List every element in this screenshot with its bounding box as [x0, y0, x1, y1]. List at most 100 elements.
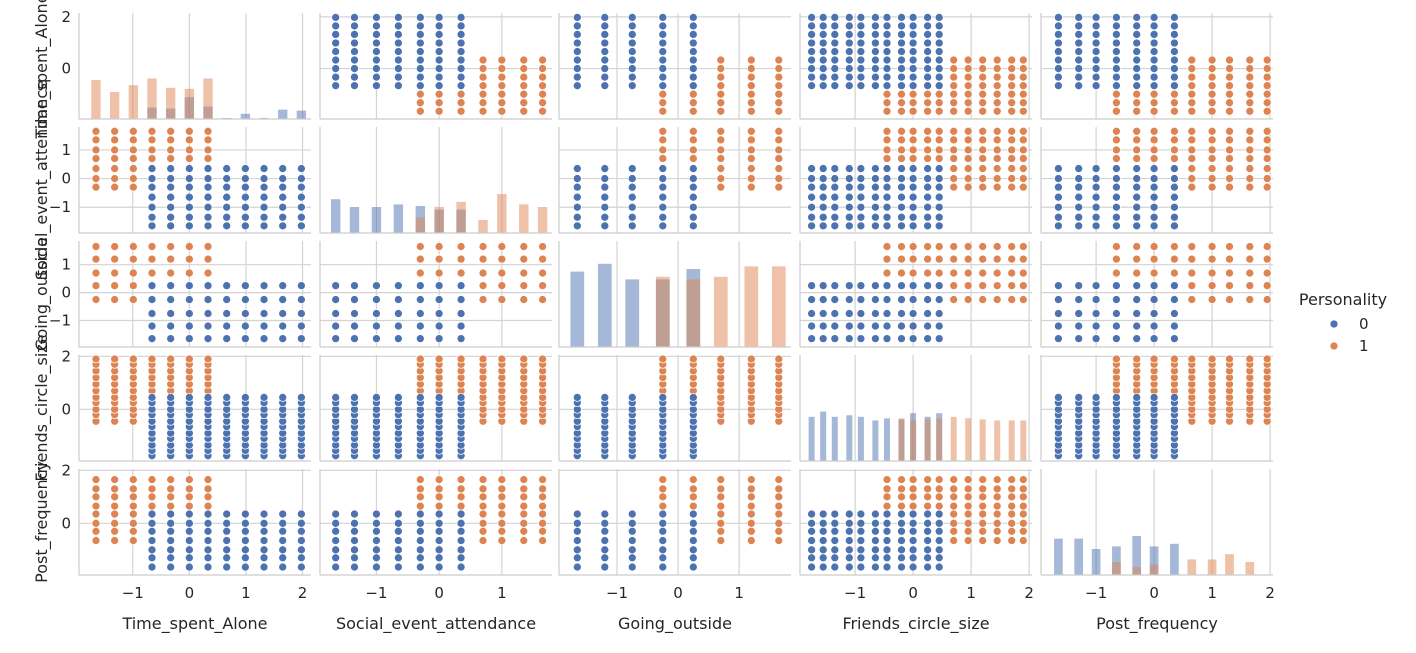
point-class-0	[923, 174, 932, 183]
point-class-1	[538, 64, 547, 73]
point-class-0	[1091, 182, 1101, 192]
y-axis-label: Social_event_attendance	[32, 80, 52, 280]
point-class-0	[1074, 321, 1084, 331]
point-class-1	[746, 164, 756, 173]
point-class-0	[688, 518, 698, 528]
point-class-0	[415, 281, 425, 290]
point-class-1	[1170, 354, 1179, 364]
point-class-0	[627, 164, 637, 173]
point-class-1	[978, 55, 988, 65]
point-class-0	[572, 164, 582, 173]
point-class-0	[908, 192, 918, 202]
point-class-0	[871, 309, 880, 318]
point-class-0	[1112, 47, 1121, 56]
point-class-1	[1245, 354, 1255, 364]
point-class-1	[1225, 254, 1234, 264]
point-class-0	[331, 281, 341, 290]
point-class-0	[830, 202, 840, 212]
point-class-1	[963, 526, 973, 536]
point-class-0	[394, 281, 403, 290]
point-class-0	[897, 38, 906, 48]
point-class-1	[1225, 126, 1234, 136]
y-tick-label: 2	[61, 8, 71, 26]
y-tick-label: 1	[61, 256, 71, 274]
point-class-1	[1207, 55, 1217, 65]
point-class-1	[1018, 81, 1028, 90]
point-class-1	[963, 81, 973, 90]
hist-bar-class-0	[625, 279, 640, 347]
point-class-0	[923, 47, 932, 56]
point-class-0	[1091, 64, 1101, 73]
point-class-0	[1054, 334, 1063, 343]
point-class-1	[147, 268, 157, 278]
point-class-0	[1112, 281, 1121, 290]
point-class-0	[394, 38, 403, 48]
point-class-0	[897, 192, 906, 202]
point-class-0	[658, 509, 668, 519]
point-class-0	[456, 38, 466, 48]
point-class-1	[1245, 164, 1255, 173]
x-tick-label: −1	[606, 584, 628, 602]
point-class-1	[882, 98, 892, 108]
point-class-1	[908, 254, 918, 264]
point-class-1	[949, 518, 959, 528]
point-class-0	[147, 518, 157, 528]
point-class-0	[897, 553, 906, 563]
hist-bar-class-0	[296, 110, 307, 119]
point-class-0	[934, 64, 944, 73]
point-class-1	[538, 106, 547, 116]
point-class-1	[478, 536, 488, 545]
point-class-1	[1207, 72, 1217, 82]
point-class-0	[372, 536, 381, 545]
point-class-0	[830, 321, 840, 331]
point-class-0	[688, 72, 698, 82]
point-class-1	[1149, 254, 1159, 264]
point-class-0	[658, 545, 668, 555]
point-class-1	[658, 135, 668, 145]
point-class-0	[1074, 30, 1084, 39]
point-class-0	[372, 81, 381, 90]
point-class-0	[897, 21, 906, 31]
legend-marker-1	[1329, 341, 1339, 351]
point-class-1	[497, 72, 507, 82]
point-class-0	[1149, 174, 1159, 183]
point-class-1	[716, 501, 726, 511]
point-class-1	[128, 164, 138, 173]
point-class-0	[241, 295, 250, 304]
point-class-1	[774, 501, 784, 511]
point-class-0	[897, 536, 906, 545]
point-class-1	[978, 145, 988, 155]
point-class-0	[1170, 221, 1179, 231]
point-class-0	[688, 221, 698, 231]
point-class-1	[1018, 484, 1028, 494]
point-class-1	[1262, 164, 1272, 173]
point-class-0	[1149, 164, 1159, 173]
point-class-1	[147, 242, 157, 251]
point-class-0	[818, 309, 828, 318]
point-class-0	[897, 545, 906, 555]
point-class-0	[331, 13, 341, 22]
point-class-0	[856, 21, 866, 31]
point-class-1	[538, 484, 547, 494]
point-class-1	[992, 164, 1002, 173]
point-class-0	[658, 526, 668, 536]
point-class-0	[1091, 295, 1101, 304]
point-class-0	[818, 545, 828, 555]
point-class-1	[963, 145, 973, 155]
point-class-1	[497, 475, 507, 484]
point-class-1	[184, 126, 194, 136]
point-class-1	[923, 268, 932, 278]
point-class-0	[908, 536, 918, 545]
point-class-1	[949, 64, 959, 73]
point-class-1	[128, 174, 138, 183]
point-class-1	[1149, 98, 1159, 108]
point-class-1	[978, 64, 988, 73]
point-class-0	[1112, 13, 1121, 22]
point-class-1	[203, 501, 213, 511]
point-class-0	[882, 295, 892, 304]
point-class-0	[350, 81, 359, 90]
point-class-1	[978, 106, 988, 116]
point-class-0	[166, 526, 176, 536]
point-class-0	[818, 321, 828, 331]
